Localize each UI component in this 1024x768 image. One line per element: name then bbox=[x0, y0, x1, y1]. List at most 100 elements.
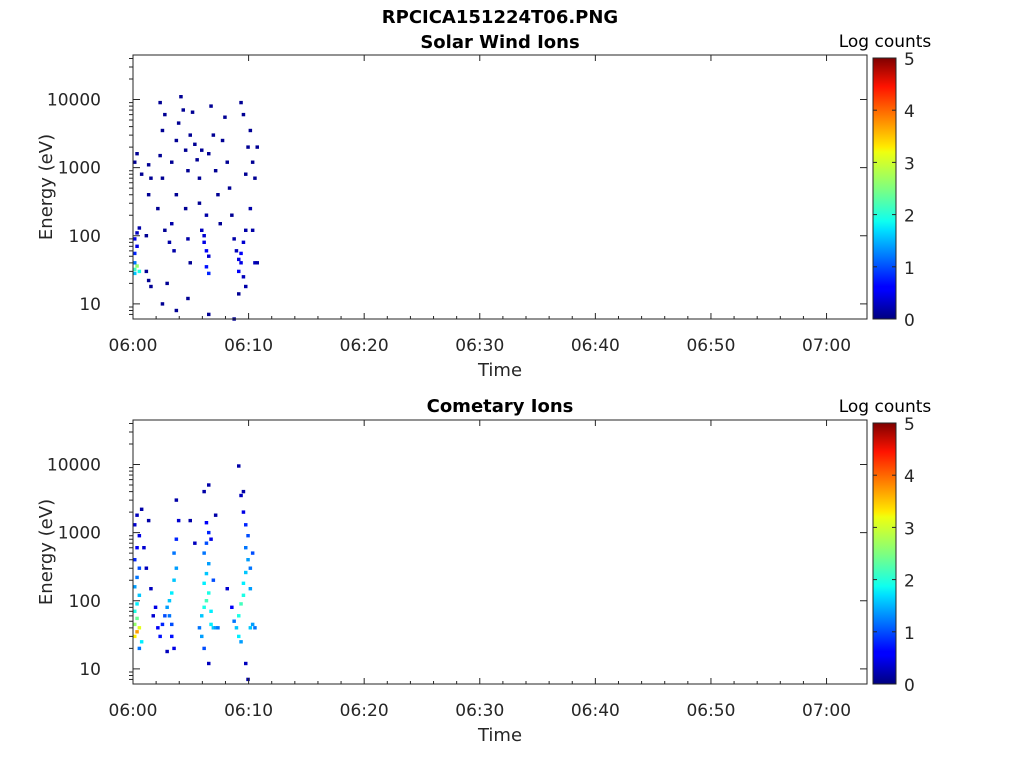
heatmap-cell bbox=[146, 193, 151, 197]
colorbar-tick-label: 4 bbox=[904, 467, 915, 487]
heatmap-cell bbox=[163, 112, 167, 117]
heatmap-cell bbox=[248, 206, 253, 211]
plot-area bbox=[133, 55, 867, 319]
heatmap-cell bbox=[239, 602, 243, 606]
heatmap-cell bbox=[156, 206, 160, 211]
heatmap-cell bbox=[144, 566, 149, 570]
heatmap-cell bbox=[135, 264, 139, 268]
heatmap-cell bbox=[213, 513, 218, 517]
heatmap-cell bbox=[170, 634, 174, 639]
plot-frame bbox=[132, 419, 868, 685]
figure-title: RPCICA151224T06.PNG bbox=[381, 7, 619, 28]
heatmap-cell bbox=[135, 231, 139, 235]
heatmap-cell bbox=[204, 265, 209, 269]
heatmap-cell bbox=[137, 269, 142, 274]
heatmap-cell bbox=[204, 521, 209, 525]
heatmap-cell bbox=[135, 575, 139, 580]
heatmap-cell bbox=[193, 142, 197, 146]
y-tick-label: 10000 bbox=[47, 91, 101, 111]
heatmap-cell bbox=[241, 275, 246, 279]
heatmap-cell bbox=[142, 546, 146, 550]
heatmap-cell bbox=[133, 585, 137, 589]
heatmap-cell bbox=[237, 634, 241, 639]
heatmap-cell bbox=[220, 138, 225, 143]
heatmap-cell bbox=[232, 619, 236, 623]
heatmap-cell bbox=[241, 240, 246, 244]
heatmap-cell bbox=[244, 661, 248, 666]
heatmap-cell bbox=[197, 176, 202, 180]
y-tick-label: 1000 bbox=[58, 524, 101, 544]
heatmap-cell bbox=[186, 296, 190, 301]
heatmap-cell bbox=[137, 646, 142, 651]
colorbar-tick-label: 1 bbox=[904, 624, 915, 644]
x-tick-label: 07:00 bbox=[802, 336, 851, 356]
heatmap-cell bbox=[211, 133, 216, 137]
heatmap-cell bbox=[160, 176, 165, 180]
heatmap-cell bbox=[172, 578, 176, 582]
heatmap-cell bbox=[200, 148, 204, 152]
heatmap-cell bbox=[232, 237, 236, 241]
heatmap-cell bbox=[179, 95, 183, 99]
heatmap-cell bbox=[135, 513, 139, 517]
heatmap-cell bbox=[202, 605, 206, 609]
heatmap-cell bbox=[165, 281, 169, 286]
heatmap-cell bbox=[144, 234, 149, 238]
y-axis-label: Energy (eV) bbox=[36, 134, 57, 240]
heatmap-cell bbox=[165, 605, 169, 609]
heatmap-cell bbox=[170, 591, 174, 595]
heatmap-cell bbox=[202, 240, 206, 244]
heatmap-cell bbox=[204, 599, 209, 603]
heatmap-cell bbox=[213, 626, 218, 630]
heatmap-cell bbox=[158, 153, 162, 158]
heatmap-cell bbox=[216, 193, 220, 197]
heatmap-cell bbox=[135, 152, 139, 156]
heatmap-cell bbox=[174, 498, 179, 502]
heatmap-cell bbox=[176, 518, 181, 523]
heatmap-cell bbox=[165, 649, 169, 654]
heatmap-cell bbox=[253, 261, 257, 265]
heatmap-cell bbox=[186, 169, 190, 173]
colorbar-tick-label: 3 bbox=[904, 519, 915, 539]
heatmap-cell bbox=[133, 271, 137, 276]
heatmap-cell bbox=[207, 661, 211, 666]
heatmap-cell bbox=[186, 237, 190, 241]
heatmap-cell bbox=[241, 510, 246, 514]
heatmap-cell bbox=[170, 222, 174, 226]
heatmap-cell bbox=[207, 562, 211, 566]
x-axis-label: Time bbox=[477, 725, 522, 746]
heatmap-cell bbox=[133, 622, 137, 627]
heatmap-cell bbox=[193, 541, 197, 545]
heatmap-cell bbox=[241, 593, 246, 597]
heatmap-cell bbox=[207, 271, 211, 276]
y-tick-label: 1000 bbox=[58, 159, 101, 179]
x-tick-label: 06:00 bbox=[109, 336, 158, 356]
heatmap-cell bbox=[139, 172, 144, 176]
heatmap-cell bbox=[209, 622, 213, 627]
heatmap-cell bbox=[239, 100, 243, 105]
colorbar-label: Log counts bbox=[839, 32, 932, 52]
heatmap-cell bbox=[241, 489, 246, 494]
heatmap-cell bbox=[255, 145, 259, 149]
heatmap-cell bbox=[167, 240, 172, 244]
heatmap-cell bbox=[163, 228, 167, 232]
heatmap-cell bbox=[237, 257, 241, 262]
x-tick-label: 06:40 bbox=[571, 701, 620, 721]
heatmap-cell bbox=[248, 626, 253, 630]
heatmap-cells bbox=[133, 464, 257, 682]
heatmap-cell bbox=[172, 646, 176, 651]
heatmap-cell bbox=[163, 614, 167, 618]
heatmap-cell bbox=[248, 566, 253, 570]
heatmap-cell bbox=[237, 269, 241, 274]
x-tick-label: 06:10 bbox=[224, 701, 273, 721]
x-tick-label: 06:00 bbox=[109, 701, 158, 721]
x-tick-label: 06:20 bbox=[340, 336, 389, 356]
heatmap-cell bbox=[181, 108, 185, 112]
heatmap-cell bbox=[244, 284, 248, 289]
heatmap-cell bbox=[149, 284, 153, 289]
heatmap-cell bbox=[183, 148, 188, 152]
heatmap-cell bbox=[246, 534, 250, 538]
y-tick-label: 100 bbox=[69, 592, 101, 612]
heatmap-cell bbox=[234, 249, 239, 253]
heatmap-cell bbox=[160, 302, 165, 306]
colorbar-tick-label: 0 bbox=[904, 676, 915, 696]
